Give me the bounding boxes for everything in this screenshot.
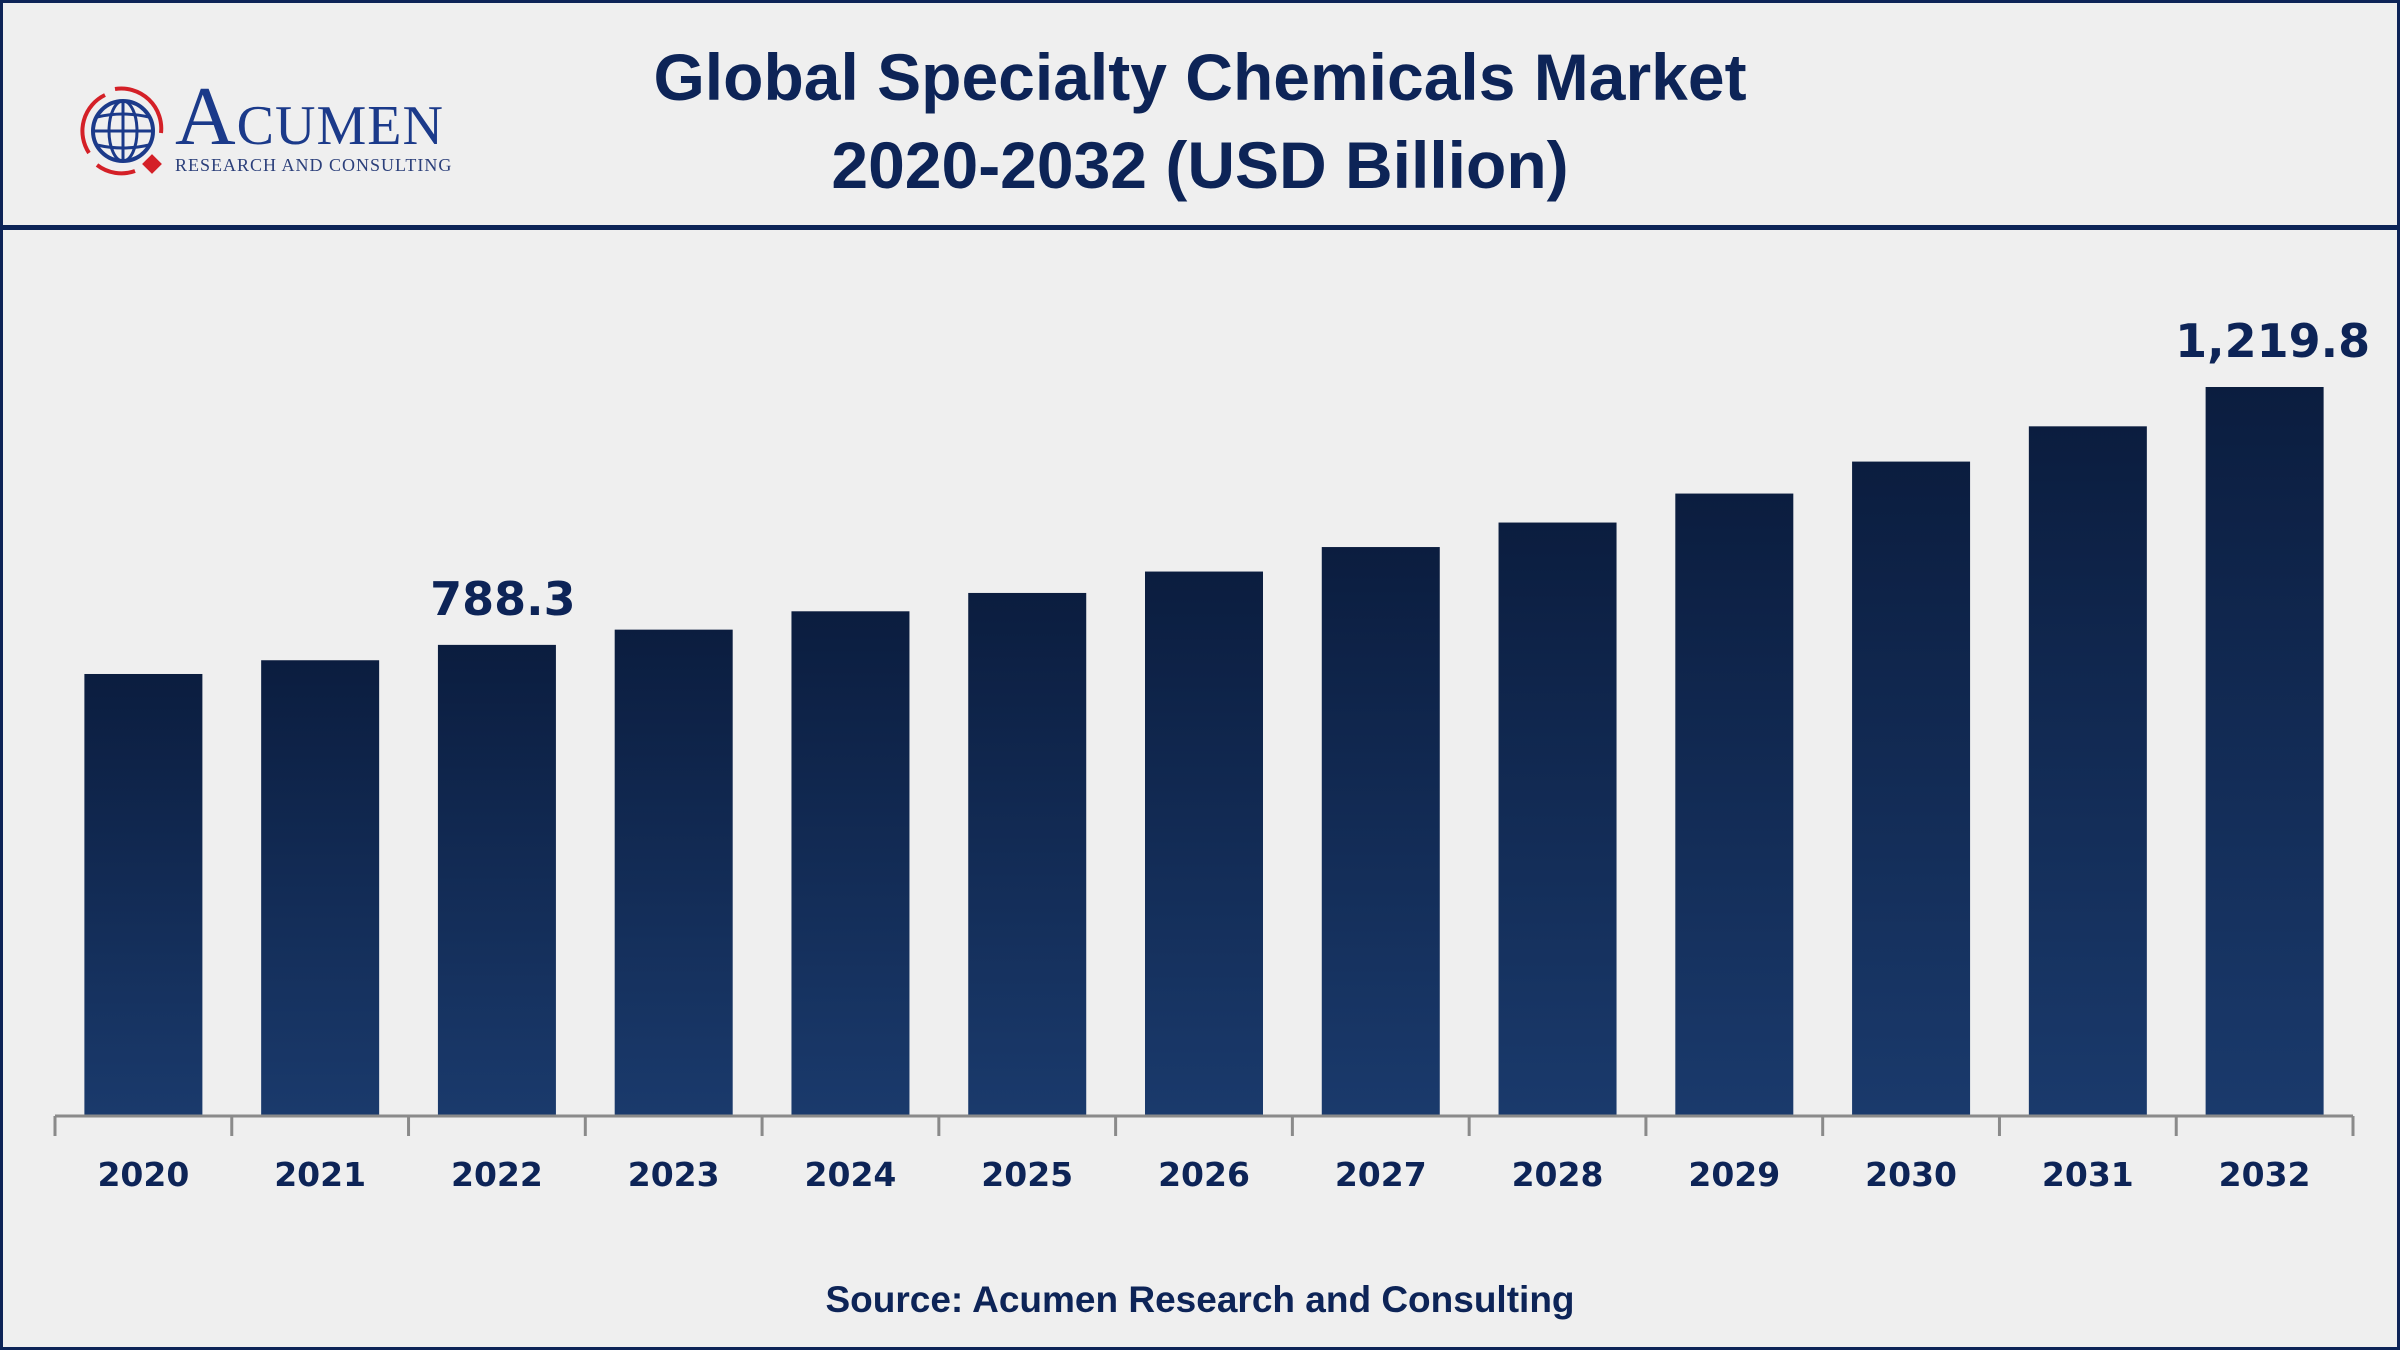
- globe-icon: [80, 86, 164, 176]
- x-tick-label: 2029: [1688, 1155, 1780, 1194]
- title-line-1: Global Specialty Chemicals Market: [653, 40, 1747, 114]
- bar-2032: [2205, 387, 2324, 1116]
- x-tick-label: 2027: [1335, 1155, 1427, 1194]
- x-tick-label: 2030: [1865, 1155, 1957, 1194]
- x-tick-label: 2023: [628, 1155, 720, 1194]
- x-tick-label: 2022: [451, 1155, 543, 1194]
- data-label-2022: 788.3: [430, 572, 576, 626]
- x-tick-label: 2028: [1512, 1155, 1604, 1194]
- bar-2029: [1675, 493, 1794, 1116]
- acumen-logo: ACUMEN RESEARCH AND CONSULTING: [75, 75, 475, 185]
- data-label-2032: 1,219.8: [2175, 314, 2370, 368]
- x-tick-label: 2025: [981, 1155, 1073, 1194]
- x-tick-label: 2026: [1158, 1155, 1250, 1194]
- x-tick-label: 2021: [274, 1155, 366, 1194]
- x-tick-label: 2020: [97, 1155, 189, 1194]
- title-line-2: 2020-2032 (USD Billion): [831, 128, 1569, 202]
- logo-tagline: RESEARCH AND CONSULTING: [175, 155, 453, 175]
- logo-wordmark: ACUMEN: [175, 75, 444, 166]
- bar-2026: [1145, 571, 1263, 1116]
- logo-rest: CUMEN: [236, 95, 444, 157]
- logo-initial: A: [175, 70, 237, 163]
- bar-2024: [791, 611, 910, 1116]
- chart-title: Global Specialty Chemicals Market 2020-2…: [3, 33, 2397, 209]
- bar-2021: [261, 660, 380, 1116]
- bar-2020: [84, 673, 203, 1116]
- bar-2027: [1321, 547, 1440, 1116]
- x-tick-label: 2031: [2042, 1155, 2134, 1194]
- bar-chart: 2020 2021 2022 788.3 2023 2024 2025 2026 2027 202…: [53, 314, 2370, 1194]
- bar-2023: [614, 629, 733, 1116]
- bar-2028: [1498, 522, 1617, 1116]
- x-tick-label: 2024: [805, 1155, 897, 1194]
- header-divider: [3, 225, 2397, 230]
- bar-2022: [437, 644, 556, 1116]
- bar-2025: [968, 592, 1087, 1116]
- source-note: Source: Acumen Research and Consulting: [825, 1279, 1575, 1320]
- bar-2030: [1852, 461, 1971, 1116]
- bar-2031: [2028, 426, 2147, 1116]
- x-tick-label: 2032: [2219, 1155, 2311, 1194]
